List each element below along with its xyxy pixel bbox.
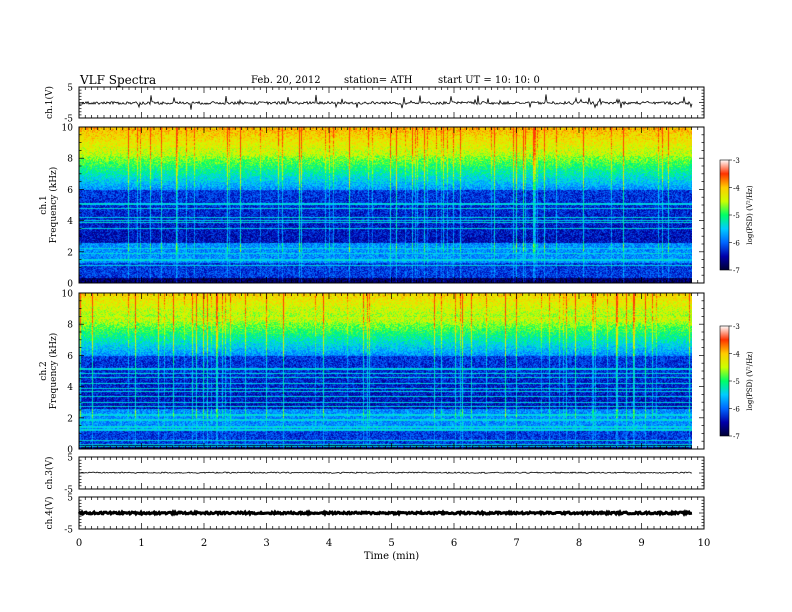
y-tick-label: 4 — [67, 217, 73, 227]
waveform-trace-4 — [78, 471, 693, 474]
spectrogram-ch2 — [79, 293, 692, 449]
x-tick-label: 9 — [638, 538, 644, 549]
colorbar-tick-label: -4 — [733, 351, 740, 359]
x-tick-label: 10 — [698, 538, 711, 549]
x-tick-label: 4 — [326, 538, 332, 549]
y-tick-label: 8 — [67, 321, 73, 331]
y-tick-label: -5 — [64, 526, 73, 536]
x-tick-label: 2 — [201, 538, 207, 549]
chart-title: VLF Spectra — [80, 73, 157, 87]
colorbar-label: log(PSD) (V²/Hz) — [746, 351, 754, 410]
spectrogram-layer — [79, 127, 692, 449]
colorbar-tick-label: -6 — [733, 240, 740, 248]
waveform-trace-5 — [77, 509, 693, 517]
colorbar — [719, 159, 730, 271]
colorbar-tick-label: -7 — [733, 433, 740, 441]
x-tick-label: 3 — [263, 538, 269, 549]
x-tick-label: 1 — [138, 538, 144, 549]
y-axis-label: ch.3(V) — [44, 457, 55, 490]
y-axis-label: ch.1 — [39, 195, 49, 214]
colorbar-tick-label: -6 — [733, 406, 740, 414]
colorbar — [719, 325, 730, 437]
y-tick-label: 10 — [62, 290, 74, 300]
start-time-label: start UT = 10: 10: 0 — [438, 75, 540, 86]
y-tick-label: 4 — [67, 383, 73, 393]
x-tick-label: 6 — [451, 538, 457, 549]
x-axis-label: Time (min) — [364, 551, 419, 562]
y-tick-label: -5 — [64, 115, 73, 125]
station-label: station= ATH — [344, 75, 413, 86]
y-tick-label: 0 — [67, 280, 73, 290]
y-axis-label: Frequency (kHz) — [48, 167, 59, 244]
axes-layer — [78, 86, 732, 530]
waveform-layer — [77, 94, 693, 517]
colorbar-tick-label: -5 — [733, 378, 740, 386]
y-tick-label: 5 — [67, 494, 73, 504]
y-axis-label: ch.4(V) — [44, 497, 55, 530]
y-tick-label: 8 — [67, 155, 73, 165]
y-tick-label: 2 — [67, 414, 73, 424]
y-axis-label: ch.1(V) — [44, 86, 55, 119]
waveform-trace-1 — [78, 94, 693, 110]
y-tick-label: 6 — [67, 352, 73, 362]
y-tick-label: 0 — [67, 446, 73, 456]
date-label: Feb. 20, 2012 — [251, 75, 321, 86]
x-tick-label: 5 — [388, 538, 394, 549]
colorbar-tick-label: -7 — [733, 267, 740, 275]
x-tick-label: 8 — [576, 538, 582, 549]
x-tick-label: 0 — [76, 538, 82, 549]
y-tick-label: 10 — [62, 124, 74, 134]
x-tick-label: 7 — [513, 538, 519, 549]
colorbar-tick-label: -3 — [733, 323, 740, 331]
y-tick-label: -5 — [64, 486, 73, 496]
colorbar-label: log(PSD) (V²/Hz) — [746, 185, 754, 244]
y-tick-label: 2 — [67, 248, 73, 258]
y-axis-label: Frequency (kHz) — [48, 333, 59, 410]
y-tick-label: 6 — [67, 186, 73, 196]
y-tick-label: 5 — [67, 84, 73, 94]
y-tick-label: 5 — [67, 454, 73, 464]
colorbar-tick-label: -3 — [733, 157, 740, 165]
y-axis-label: ch.2 — [39, 361, 49, 380]
colorbar-tick-label: -4 — [733, 185, 740, 193]
spectrogram-ch1 — [79, 127, 692, 283]
colorbar-tick-label: -5 — [733, 212, 740, 220]
